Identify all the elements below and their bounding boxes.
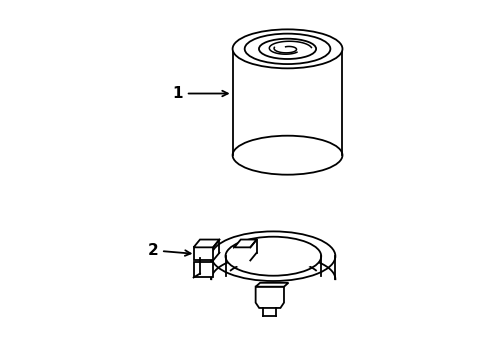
Ellipse shape	[233, 30, 343, 68]
Polygon shape	[256, 283, 289, 287]
Polygon shape	[234, 239, 257, 247]
Ellipse shape	[229, 238, 318, 274]
Text: 2: 2	[147, 243, 191, 258]
Ellipse shape	[245, 33, 330, 64]
Polygon shape	[194, 239, 220, 247]
Polygon shape	[194, 262, 213, 278]
Text: 1: 1	[172, 86, 228, 101]
Polygon shape	[256, 287, 284, 308]
Ellipse shape	[225, 237, 321, 276]
Ellipse shape	[233, 136, 343, 175]
Polygon shape	[234, 247, 250, 260]
Ellipse shape	[211, 231, 335, 281]
Ellipse shape	[259, 39, 316, 59]
Polygon shape	[194, 247, 213, 260]
